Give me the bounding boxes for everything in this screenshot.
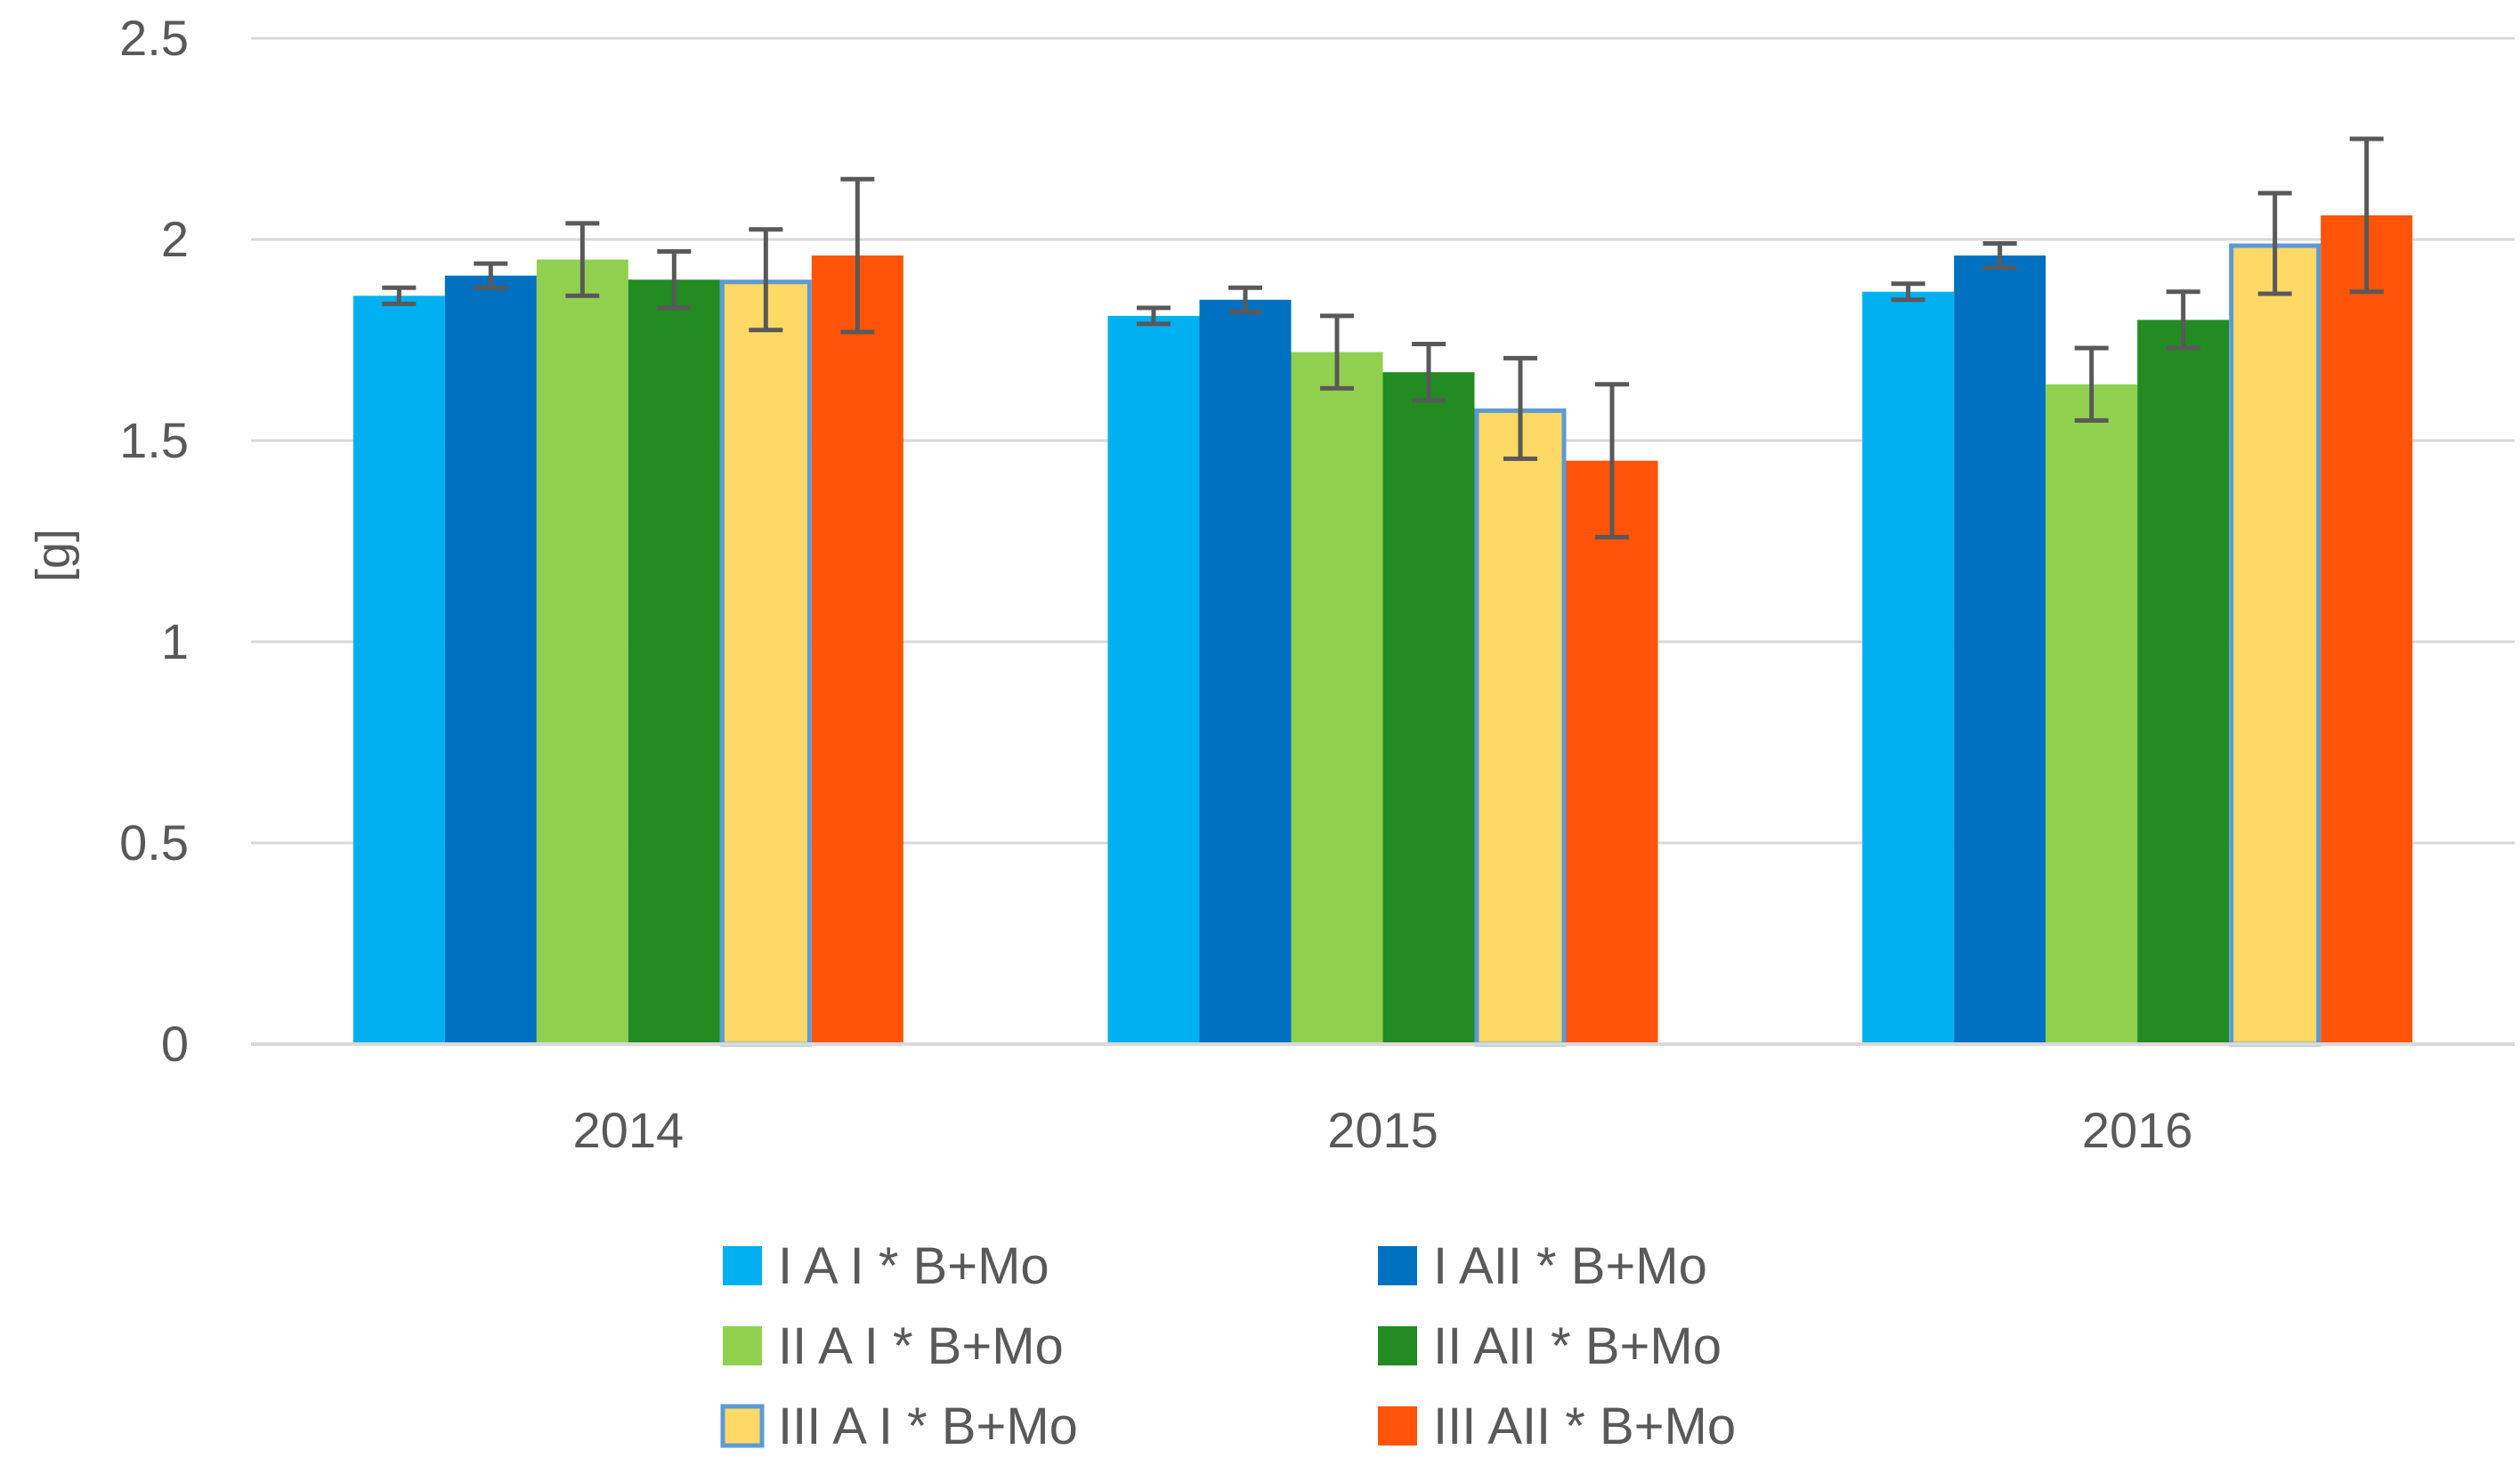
- bar: [2229, 243, 2321, 1047]
- y-tick-labels: 0 0.5 1 1.5 2 2.5: [119, 10, 189, 1072]
- error-bar: [840, 176, 875, 335]
- error-bar: [657, 249, 692, 311]
- y-tick-label: 1: [161, 613, 189, 669]
- legend-label: I AII * B+Mo: [1433, 1237, 1707, 1295]
- bar: [1954, 255, 2046, 1045]
- error-bar: [474, 261, 508, 290]
- error-bar: [749, 227, 783, 333]
- bar: [1474, 408, 1567, 1047]
- error-bar: [2349, 136, 2384, 295]
- x-category-labels: 2014 2015 2016: [573, 1102, 2193, 1158]
- y-tick-label: 2: [161, 211, 189, 267]
- bar: [1862, 291, 1955, 1044]
- bar: [2046, 384, 2138, 1045]
- legend-label: II A I * B+Mo: [778, 1317, 1064, 1375]
- legend-swatch: [1378, 1246, 1417, 1285]
- legend-item: III AII * B+Mo: [1378, 1397, 1736, 1455]
- y-tick-label: 2.5: [119, 10, 189, 66]
- x-category-label: 2016: [2082, 1102, 2193, 1158]
- error-bar: [2074, 345, 2109, 423]
- legend-item: I A I * B+Mo: [723, 1237, 1049, 1295]
- legend-label: III A I * B+Mo: [778, 1397, 1078, 1455]
- error-bar: [1503, 355, 1537, 461]
- legend-swatch: [723, 1326, 762, 1365]
- legend-label: III AII * B+Mo: [1433, 1397, 1736, 1455]
- bar: [2137, 320, 2230, 1044]
- x-category-label: 2014: [573, 1102, 685, 1158]
- legend-swatch: [720, 1404, 765, 1448]
- error-bar: [1891, 281, 1925, 303]
- legend-label: II AII * B+Mo: [1433, 1317, 1722, 1375]
- x-category-label: 2015: [1327, 1102, 1438, 1158]
- y-tick-label: 1.5: [119, 412, 189, 468]
- bar: [1291, 352, 1383, 1044]
- bar: [1382, 372, 1475, 1044]
- legend: I A I * B+Mo I AII * B+Mo II A I * B+Mo II …: [720, 1237, 1736, 1455]
- error-bar: [1982, 241, 2017, 271]
- error-bar: [1137, 305, 1171, 327]
- error-bar: [1412, 342, 1446, 403]
- error-bar: [1595, 382, 1629, 539]
- legend-item: II A I * B+Mo: [723, 1317, 1064, 1375]
- bar: [444, 275, 537, 1044]
- legend-label: I A I * B+Mo: [778, 1237, 1049, 1295]
- bar: [1199, 299, 1292, 1044]
- error-bar: [1320, 313, 1354, 391]
- error-bar: [565, 221, 600, 298]
- legend-item: I AII * B+Mo: [1378, 1237, 1707, 1295]
- error-bar: [1228, 285, 1262, 314]
- legend-swatch: [723, 1246, 762, 1285]
- legend-swatch: [1378, 1326, 1417, 1365]
- y-tick-label: 0: [161, 1016, 189, 1072]
- y-axis-label: [g]: [27, 529, 80, 582]
- error-bar: [2257, 190, 2292, 296]
- bar: [536, 259, 628, 1045]
- legend-swatch: [1378, 1406, 1417, 1446]
- bar: [2321, 215, 2413, 1044]
- error-bar: [2166, 289, 2200, 351]
- error-bars: [382, 136, 2384, 539]
- bar: [811, 255, 903, 1045]
- error-bar: [382, 285, 417, 306]
- legend-item: II AII * B+Mo: [1378, 1317, 1722, 1375]
- y-tick-label: 0.5: [119, 814, 189, 871]
- bar: [1107, 315, 1200, 1044]
- legend-item: III A I * B+Mo: [720, 1397, 1078, 1455]
- bar: [1566, 460, 1658, 1044]
- bars: [352, 215, 2413, 1047]
- bar: [719, 279, 812, 1047]
- bar: [352, 296, 445, 1044]
- bar: [628, 279, 720, 1044]
